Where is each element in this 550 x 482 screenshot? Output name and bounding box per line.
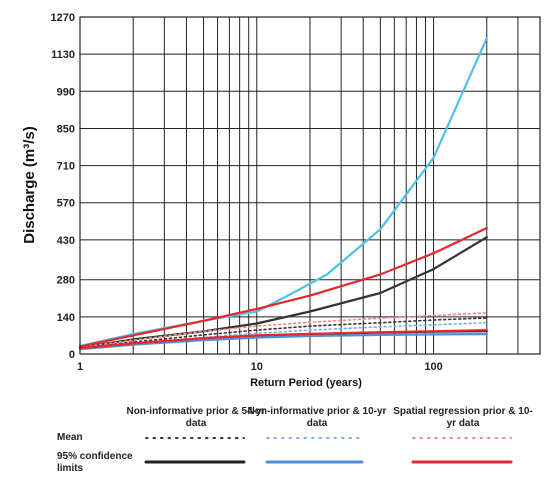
y-tick-label: 280 <box>57 275 75 287</box>
x-tick-labels: 1 10 100 <box>77 361 443 373</box>
y-tick-label: 1130 <box>51 49 75 61</box>
y-tick-label: 850 <box>57 123 75 135</box>
x-axis-label: Return Period (years) <box>250 377 362 389</box>
legend-header-spatial: Spatial regression prior & 10-yr data <box>393 406 533 429</box>
y-tick-label: 570 <box>57 198 75 210</box>
y-tick-label: 1270 <box>51 12 75 24</box>
x-tick-label: 10 <box>251 361 263 373</box>
legend-header-54yr: Non-informative prior & 54-yr data <box>126 406 266 429</box>
legend-row-mean: Mean <box>57 432 83 443</box>
series-group <box>78 37 488 351</box>
grid <box>80 17 540 354</box>
y-tick-labels: 0 140 280 430 570 710 850 990 1130 1270 <box>51 12 75 361</box>
series-line-1-mean <box>79 317 488 349</box>
series-line-3-mean <box>79 312 488 349</box>
legend-header-10yr: Non-informative prior & 10-yr data <box>247 406 387 429</box>
y-tick-label: 0 <box>69 349 75 361</box>
plot-frame <box>79 16 541 355</box>
y-tick-label: 990 <box>57 86 75 98</box>
y-tick-label: 140 <box>57 312 75 324</box>
series-line-3-upper <box>78 226 488 348</box>
series-line-3-lower <box>78 329 488 350</box>
legend-row-ci: 95% confidence limits <box>57 451 133 474</box>
x-tick-label: 1 <box>77 361 83 373</box>
y-axis-label: Discharge (m³/s) <box>21 126 38 244</box>
x-tick-label: 100 <box>424 361 442 373</box>
y-tick-label: 430 <box>57 235 75 247</box>
legend-swatches <box>144 437 513 464</box>
series-line-2-lower <box>78 333 488 351</box>
y-tick-label: 710 <box>57 161 75 173</box>
